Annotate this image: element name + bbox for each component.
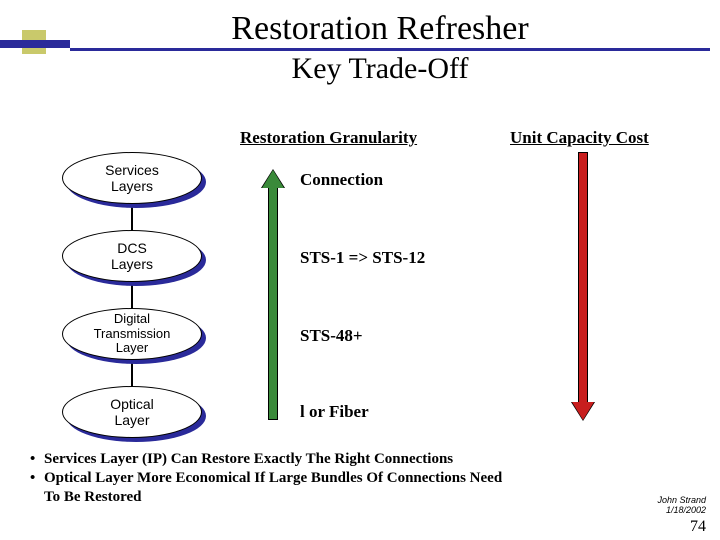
granularity-connection: Connection	[300, 170, 383, 190]
bullet-list: • Services Layer (IP) Can Restore Exactl…	[30, 450, 610, 506]
footer-author: John Strand 1/18/2002	[657, 496, 706, 516]
title-block: Restoration Refresher Key Trade-Off	[100, 10, 660, 86]
layer-optical: Optical Layer	[62, 386, 202, 438]
layer-label: DCS Layers	[111, 240, 153, 272]
header-cost: Unit Capacity Cost	[510, 128, 649, 148]
layer-digital-transmission: Digital Transmission Layer	[62, 308, 202, 360]
granularity-sts48: STS-48+	[300, 326, 363, 346]
layer-label: Digital Transmission Layer	[94, 312, 171, 357]
layer-label: Services Layers	[105, 162, 159, 194]
bullet-item-continuation: To Be Restored	[44, 488, 610, 507]
granularity-fiber: l or Fiber	[300, 402, 369, 422]
bullet-item: • Services Layer (IP) Can Restore Exactl…	[30, 450, 610, 469]
footer-page-number: 74	[690, 518, 706, 536]
slide-accent	[0, 40, 70, 70]
layer-services: Services Layers	[62, 152, 202, 204]
layer-label: Optical Layer	[110, 396, 154, 428]
cost-arrow-down-icon	[572, 152, 594, 420]
slide-subtitle: Key Trade-Off	[100, 52, 660, 86]
granularity-sts1-12: STS-1 => STS-12	[300, 248, 425, 268]
slide-title: Restoration Refresher	[100, 10, 660, 48]
layer-dcs: DCS Layers	[62, 230, 202, 282]
bullet-item: • Optical Layer More Economical If Large…	[30, 469, 610, 488]
header-granularity: Restoration Granularity	[240, 128, 417, 148]
granularity-arrow-up-icon	[262, 170, 284, 420]
